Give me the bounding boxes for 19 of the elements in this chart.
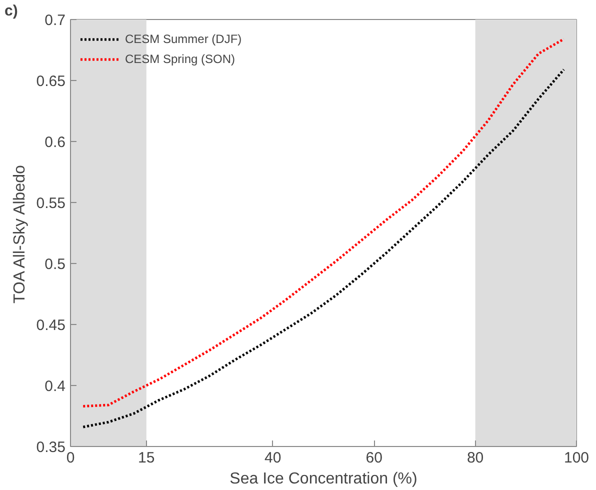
y-tick-label: 0.4 (44, 378, 66, 395)
x-axis-title: Sea Ice Concentration (%) (230, 470, 418, 488)
y-tick-label: 0.55 (36, 195, 66, 212)
y-tick-label: 0.65 (36, 73, 66, 90)
y-tick-label: 0.6 (44, 134, 66, 151)
y-axis-title: TOA All-Sky Albedo (11, 165, 28, 304)
y-tick-label: 0.35 (36, 439, 66, 456)
x-tick-label: 0 (66, 450, 75, 466)
x-tick-label: 100 (564, 450, 590, 466)
legend-label: CESM Spring (SON) (125, 52, 236, 66)
y-tick-label: 0.5 (44, 256, 66, 273)
x-tick-label: 80 (466, 450, 484, 466)
y-tick-label: 0.45 (36, 317, 66, 334)
legend-label: CESM Summer (DJF) (125, 32, 242, 46)
x-tick-label: 15 (138, 450, 155, 466)
x-tick-label: 60 (366, 450, 382, 466)
x-tick-label: 40 (264, 450, 282, 466)
y-tick-label: 0.7 (44, 12, 66, 29)
text: c) (4, 2, 18, 20)
